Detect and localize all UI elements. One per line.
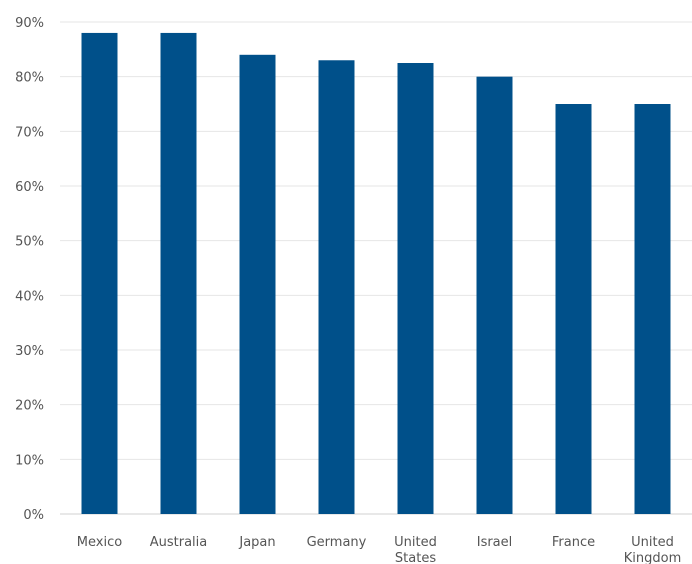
x-tick-label: Mexico	[77, 535, 122, 550]
y-tick-label: 90%	[15, 16, 44, 31]
y-tick-label: 50%	[15, 235, 44, 250]
bars	[81, 32, 671, 515]
bar	[318, 60, 355, 515]
bar	[160, 32, 197, 514]
bar	[81, 32, 118, 514]
y-tick-label: 10%	[15, 453, 44, 468]
x-axis-ticks: Mexico Australia Japan Germany United States I…	[77, 535, 681, 564]
x-tick-label: Australia	[150, 535, 208, 550]
x-tick-label: Japan	[238, 535, 275, 550]
grid-lines	[60, 21, 692, 515]
x-tick-label: United States	[394, 535, 437, 564]
x-tick-label: Germany	[307, 535, 367, 550]
bar	[397, 63, 434, 514]
x-tick-label: France	[552, 535, 595, 550]
y-tick-label: 60%	[15, 180, 44, 195]
y-tick-label: 0%	[23, 508, 44, 523]
y-tick-label: 30%	[15, 344, 44, 359]
y-tick-label: 70%	[15, 125, 44, 140]
x-tick-label: United Kingdom	[624, 535, 682, 564]
bar	[634, 104, 671, 514]
bar	[239, 54, 276, 515]
x-tick-label: Israel	[477, 535, 513, 550]
y-axis-ticks: 0% 10% 20% 30% 40% 50% 60% 70% 80% 90%	[15, 16, 44, 523]
y-tick-label: 40%	[15, 289, 44, 304]
y-tick-label: 20%	[15, 399, 44, 414]
y-tick-label: 80%	[15, 71, 44, 86]
bar	[555, 104, 592, 514]
bar	[476, 76, 513, 515]
